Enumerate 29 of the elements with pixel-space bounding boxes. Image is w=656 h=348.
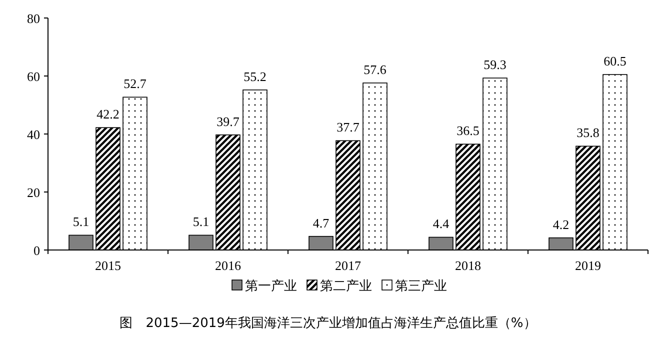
legend-label: 第二产业 (320, 279, 372, 294)
data-label: 59.3 (484, 57, 506, 72)
data-label: 57.6 (364, 62, 387, 77)
x-tick-label: 2015 (95, 258, 121, 273)
y-tick-label: 80 (27, 11, 40, 26)
legend-label: 第一产业 (245, 279, 297, 294)
x-tick-label: 2016 (215, 258, 242, 273)
legend-label: 第三产业 (395, 279, 447, 294)
data-label: 4.2 (552, 216, 570, 232)
data-label: 5.1 (192, 214, 210, 230)
y-tick-label: 0 (34, 243, 40, 258)
x-tick-label: 2017 (335, 258, 362, 273)
data-label: 4.4 (432, 216, 450, 232)
x-tick-label: 2019 (575, 258, 601, 273)
data-label: 35.8 (576, 125, 600, 140)
data-label: 52.7 (124, 76, 147, 92)
data-label: 4.7 (312, 215, 330, 230)
y-tick-label: 40 (27, 127, 40, 142)
data-label: 39.7 (216, 114, 240, 129)
data-label: 37.7 (336, 120, 360, 135)
text: 图 2015—2019年我国海洋三次产业增加值占海洋生产总值比重（%） (120, 316, 536, 331)
data-label: 36.5 (456, 123, 480, 138)
y-tick-label: 60 (27, 69, 40, 84)
data-label: 55.2 (244, 68, 266, 84)
data-label: 5.1 (72, 214, 90, 230)
x-tick-label: 2018 (455, 258, 481, 273)
y-tick-label: 20 (27, 185, 40, 200)
data-label: 60.5 (604, 54, 626, 69)
data-label: 42.2 (96, 106, 120, 122)
